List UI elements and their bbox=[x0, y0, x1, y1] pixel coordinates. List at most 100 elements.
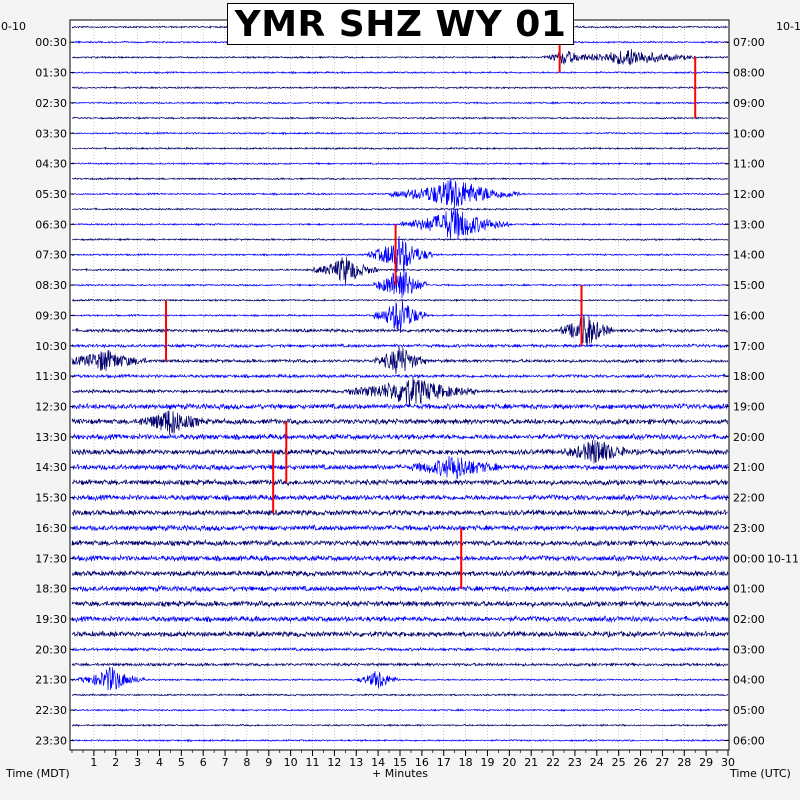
x-tick-label: 15 bbox=[393, 756, 407, 769]
left-time-label: 01:30 bbox=[35, 67, 67, 80]
x-tick-label: 16 bbox=[415, 756, 429, 769]
seismic-trace bbox=[71, 146, 729, 151]
x-tick-label: 11 bbox=[306, 756, 320, 769]
right-time-label: 11:00 bbox=[733, 158, 765, 171]
x-tick-label: 12 bbox=[327, 756, 341, 769]
seismic-trace bbox=[71, 48, 729, 66]
x-tick-label: 24 bbox=[590, 756, 604, 769]
right-time-label: 20:00 bbox=[733, 431, 765, 444]
seismic-trace bbox=[71, 584, 729, 593]
seismic-trace bbox=[71, 376, 729, 408]
left-time-label: 23:30 bbox=[35, 734, 67, 747]
right-time-label: 17:00 bbox=[733, 340, 765, 353]
left-time-label: 17:30 bbox=[35, 552, 67, 565]
x-tick-label: 5 bbox=[178, 756, 185, 769]
x-tick-label: 27 bbox=[655, 756, 669, 769]
right-time-label: 23:00 bbox=[733, 522, 765, 535]
seismic-trace bbox=[71, 432, 729, 442]
x-axis-title: + Minutes bbox=[372, 767, 428, 780]
seismic-trace bbox=[72, 235, 729, 273]
right-time-label: 22:00 bbox=[733, 492, 765, 505]
x-tick-label: 9 bbox=[265, 756, 272, 769]
right-date-rollover-label: 10-11 bbox=[767, 552, 799, 565]
right-time-label: 03:00 bbox=[733, 643, 765, 656]
seismic-trace bbox=[71, 478, 729, 487]
left-time-label: 08:30 bbox=[35, 279, 67, 292]
x-tick-label: 26 bbox=[634, 756, 648, 769]
seismic-trace bbox=[71, 161, 729, 166]
right-axis-title: Time (UTC) bbox=[729, 767, 791, 780]
x-axis-ticks: 1 2 3 4 5 6 7 8 9 10 11 12 13 14 15 16 17 18 19 20 21 22 23 24 2… bbox=[71, 750, 735, 769]
right-time-label: 07:00 bbox=[733, 36, 765, 49]
seismic-trace bbox=[71, 298, 729, 303]
left-date-label: 10-10 bbox=[0, 20, 26, 33]
x-tick-label: 1 bbox=[90, 756, 97, 769]
x-tick-label: 8 bbox=[243, 756, 250, 769]
right-time-label: 10:00 bbox=[733, 127, 765, 140]
seismic-trace bbox=[71, 206, 729, 240]
seismic-trace bbox=[71, 630, 729, 638]
left-time-label: 15:30 bbox=[35, 492, 67, 505]
x-tick-label: 19 bbox=[480, 756, 494, 769]
seismic-trace bbox=[71, 708, 729, 712]
right-date-label: 10-1 bbox=[776, 20, 800, 33]
x-tick-label: 28 bbox=[677, 756, 691, 769]
right-time-label: 01:00 bbox=[733, 583, 765, 596]
seismic-trace bbox=[71, 440, 729, 464]
left-time-label: 22:30 bbox=[35, 704, 67, 717]
right-time-label: 09:00 bbox=[733, 97, 765, 110]
left-time-label: 21:30 bbox=[35, 674, 67, 687]
x-tick-label: 21 bbox=[524, 756, 538, 769]
x-tick-label: 3 bbox=[134, 756, 141, 769]
left-time-label: 14:30 bbox=[35, 461, 67, 474]
seismic-trace bbox=[71, 269, 729, 299]
seismic-trace bbox=[71, 614, 729, 624]
left-time-label: 13:30 bbox=[35, 431, 67, 444]
right-time-label: 15:00 bbox=[733, 279, 765, 292]
seismic-trace bbox=[72, 256, 729, 285]
x-tick-label: 17 bbox=[437, 756, 451, 769]
left-time-labels: 00:30 01:30 02:30 03:30 04:30 05:30 06:30 07:30… bbox=[35, 36, 74, 747]
seismic-trace bbox=[71, 661, 728, 668]
x-tick-label: 7 bbox=[222, 756, 229, 769]
seismic-trace bbox=[71, 176, 729, 181]
left-time-label: 18:30 bbox=[35, 583, 67, 596]
seismic-trace bbox=[71, 346, 729, 375]
seismic-trace bbox=[71, 493, 729, 502]
seismic-trace bbox=[71, 85, 729, 90]
x-tick-label: 29 bbox=[699, 756, 713, 769]
left-time-label: 19:30 bbox=[35, 613, 67, 626]
seismic-trace bbox=[71, 666, 729, 691]
seismic-trace bbox=[71, 723, 729, 728]
right-time-label: 08:00 bbox=[733, 67, 765, 80]
x-tick-label: 18 bbox=[459, 756, 473, 769]
right-time-label: 13:00 bbox=[733, 218, 765, 231]
left-time-label: 09:30 bbox=[35, 309, 67, 322]
right-time-label: 19:00 bbox=[733, 401, 765, 414]
left-time-label: 06:30 bbox=[35, 218, 67, 231]
right-time-label: 16:00 bbox=[733, 309, 765, 322]
seismic-trace bbox=[71, 237, 729, 242]
x-tick-label: 30 bbox=[721, 756, 735, 769]
right-time-label: 06:00 bbox=[733, 734, 765, 747]
left-time-label: 05:30 bbox=[35, 188, 67, 201]
x-tick-label: 25 bbox=[612, 756, 626, 769]
seismic-trace bbox=[71, 569, 729, 578]
left-time-label: 02:30 bbox=[35, 97, 67, 110]
seismic-trace bbox=[71, 131, 729, 136]
seismic-trace bbox=[71, 300, 729, 334]
seismic-trace bbox=[71, 599, 729, 608]
seismic-trace bbox=[71, 373, 728, 380]
right-time-label: 21:00 bbox=[733, 461, 765, 474]
seismic-trace bbox=[71, 116, 729, 121]
left-time-label: 12:30 bbox=[35, 401, 67, 414]
seismic-trace bbox=[71, 402, 729, 411]
right-time-label: 00:00 bbox=[733, 552, 765, 565]
seismic-trace bbox=[71, 538, 729, 548]
seismic-trace bbox=[71, 178, 729, 208]
seismic-trace bbox=[71, 70, 729, 75]
seismic-trace bbox=[71, 738, 729, 743]
right-time-label: 04:00 bbox=[733, 674, 765, 687]
x-tick-label: 6 bbox=[200, 756, 207, 769]
